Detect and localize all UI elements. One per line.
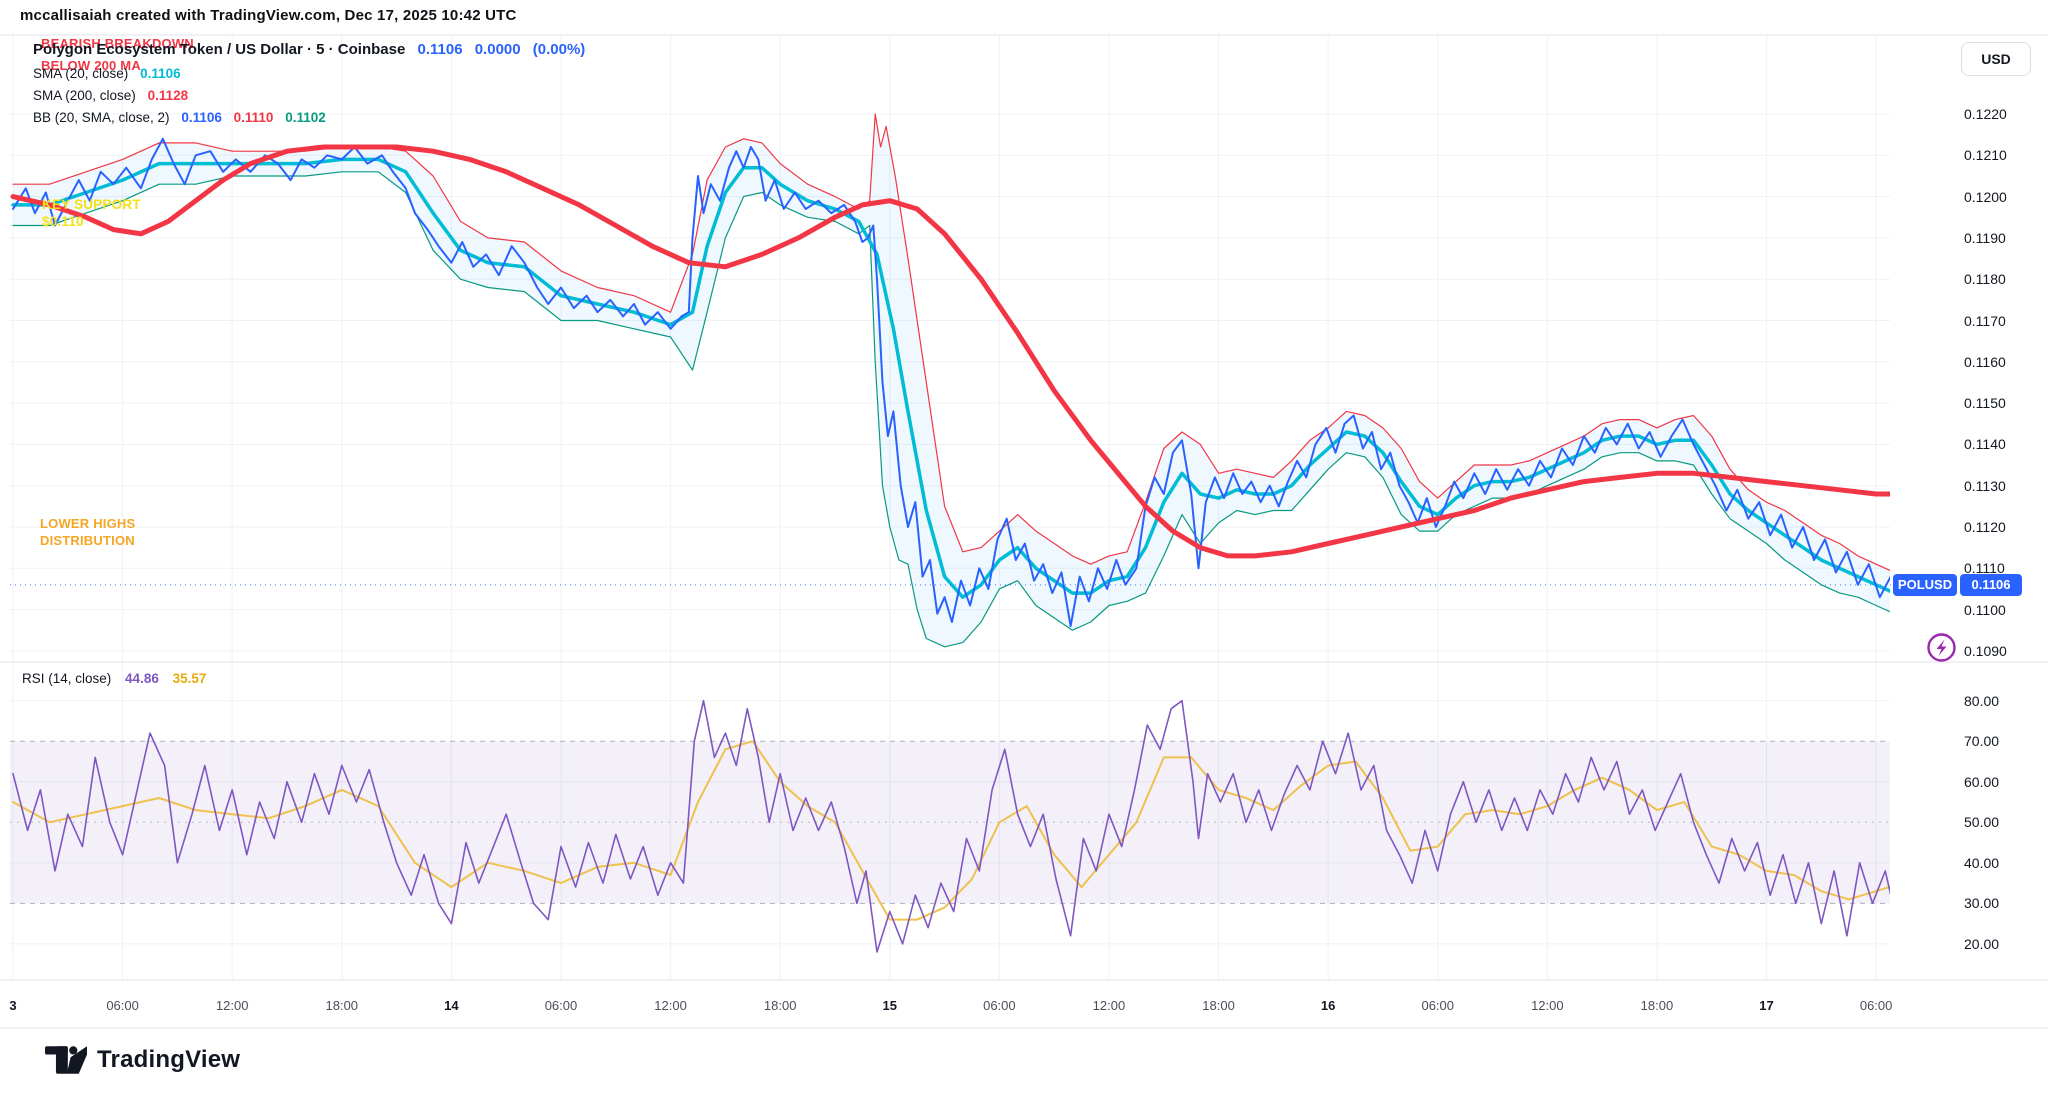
series-sma200: [10, 144, 1890, 559]
series-bb_upper: [12, 113, 1890, 572]
symbol-title-row[interactable]: Polygon Ecosystem Token / US Dollar · 5 …: [33, 41, 585, 58]
time-tick-label: 18:00: [1640, 998, 1674, 1013]
series-bb_lower: [12, 171, 1890, 648]
sma20-value: 0.1106: [140, 66, 181, 81]
annotation-line: BEARISH BREAKDOWN: [41, 36, 194, 51]
time-tick-label: 12:00: [1092, 998, 1126, 1013]
rsi-band-fill: [10, 741, 1890, 904]
time-tick-label: 14: [444, 998, 459, 1013]
annotation-key-support[interactable]: KEY SUPPORT $0.110: [42, 196, 141, 230]
price-tick-label: 0.1200: [1964, 188, 2007, 205]
price-tick-label: 0.1140: [1964, 436, 2006, 453]
annotation-line: DISTRIBUTION: [40, 533, 135, 548]
time-tick-label: 06:00: [1421, 998, 1455, 1013]
series-sma20: [11, 157, 1890, 599]
rsi-value: 44.86: [125, 671, 159, 686]
legend-row-bb[interactable]: BB (20, SMA, close, 2) 0.1106 0.1110 0.1…: [33, 107, 585, 129]
time-tick-label: 3: [9, 998, 17, 1013]
tradingview-logo[interactable]: TradingView: [45, 1046, 240, 1074]
price-tick-label: 0.1180: [1964, 271, 2006, 288]
rsi-ma-value: 35.57: [172, 671, 207, 686]
series-rsi_ma: [12, 740, 1890, 921]
time-tick-label: 18:00: [325, 998, 359, 1013]
time-tick-label: 12:00: [1531, 998, 1564, 1013]
currency-label: USD: [1981, 51, 2011, 67]
currency-toggle-button[interactable]: USD: [1961, 42, 2031, 76]
time-tick-label: 18:00: [763, 998, 797, 1013]
rsi-tick-label: 60.00: [1964, 773, 2000, 790]
bb-lower-value: 0.1102: [285, 110, 326, 125]
sma200-value: 0.1128: [147, 88, 189, 103]
series-price: [12, 137, 1890, 628]
annotation-bearish-breakdown[interactable]: BEARISH BREAKDOWN BELOW 200 MA: [41, 33, 194, 77]
series-rsi: [12, 699, 1890, 953]
annotation-line: KEY SUPPORT: [42, 197, 141, 212]
price-tick-label: 0.1120: [1964, 519, 2006, 535]
sma20-label: SMA (20, close): [33, 66, 129, 81]
time-tick-label: 18:00: [1202, 998, 1235, 1013]
price-tick-label: 0.1160: [1964, 353, 2006, 370]
price-tick-label: 0.1150: [1964, 395, 2006, 412]
rsi-tick-label: 50.00: [1964, 814, 2000, 831]
annotation-line: LOWER HIGHS: [40, 516, 136, 531]
badge-ticker: POLUSD: [1893, 573, 1957, 596]
time-tick-label: 06:00: [983, 998, 1016, 1013]
annotation-line: $0.110: [42, 214, 84, 229]
chart-legend: Polygon Ecosystem Token / US Dollar · 5 …: [33, 41, 585, 129]
price-tick-label: 0.1220: [1964, 106, 2007, 122]
tradingview-logo-icon: [45, 1046, 87, 1074]
price-tick-label: 0.1170: [1964, 312, 2006, 329]
price-tick-label: 0.1190: [1964, 229, 2006, 246]
sma200-label: SMA (200, close): [33, 88, 136, 103]
time-tick-label: 06:00: [1859, 998, 1893, 1013]
rsi-tick-label: 70.00: [1964, 733, 2000, 750]
annotation-line: BELOW 200 MA: [41, 58, 141, 73]
boost-lightning-icon[interactable]: [1926, 632, 1957, 663]
legend-row-sma20[interactable]: SMA (20, close) 0.1106: [33, 63, 585, 85]
bb-label: BB (20, SMA, close, 2): [33, 110, 170, 125]
price-tick-label: 0.1210: [1964, 147, 2007, 164]
grid-lines: [10, 35, 1890, 980]
last-price: 0.1106: [417, 41, 463, 58]
price-change-pct: (0.00%): [532, 41, 586, 58]
bb-fill: [13, 114, 1890, 647]
tradingview-logo-text: TradingView: [97, 1046, 241, 1073]
rsi-label: RSI (14, close): [22, 671, 112, 686]
last-price-badge: POLUSD 0.1106: [1893, 573, 2022, 596]
bb-basis-value: 0.1106: [181, 110, 222, 125]
price-change: 0.0000: [474, 41, 521, 58]
time-tick-label: 16: [1320, 998, 1336, 1013]
time-tick-label: 06:00: [544, 998, 578, 1013]
symbol-title: Polygon Ecosystem Token / US Dollar · 5 …: [33, 41, 406, 58]
time-tick-label: 06:00: [106, 998, 139, 1013]
attribution-text: mccallisaiah created with TradingView.co…: [20, 7, 517, 24]
badge-price: 0.1106: [1960, 573, 2022, 596]
time-tick-label: 15: [882, 998, 897, 1013]
bb-upper-value: 0.1110: [233, 110, 274, 125]
time-tick-label: 12:00: [654, 998, 687, 1013]
rsi-tick-label: 40.00: [1964, 854, 2000, 871]
rsi-tick-label: 20.00: [1964, 935, 2000, 952]
price-tick-label: 0.1090: [1964, 642, 2007, 659]
time-tick-label: 17: [1759, 998, 1774, 1013]
rsi-tick-label: 30.00: [1964, 895, 2000, 912]
annotation-lower-highs[interactable]: LOWER HIGHS DISTRIBUTION: [40, 515, 135, 549]
rsi-tick-label: 80.00: [1964, 692, 2000, 709]
price-tick-label: 0.1110: [1964, 560, 2005, 577]
price-tick-label: 0.1130: [1964, 477, 2006, 494]
legend-row-rsi[interactable]: RSI (14, close) 44.86 35.57: [22, 671, 206, 686]
legend-row-sma200[interactable]: SMA (200, close) 0.1128: [33, 85, 585, 107]
time-tick-label: 12:00: [215, 998, 249, 1013]
price-tick-label: 0.1100: [1964, 601, 2006, 618]
